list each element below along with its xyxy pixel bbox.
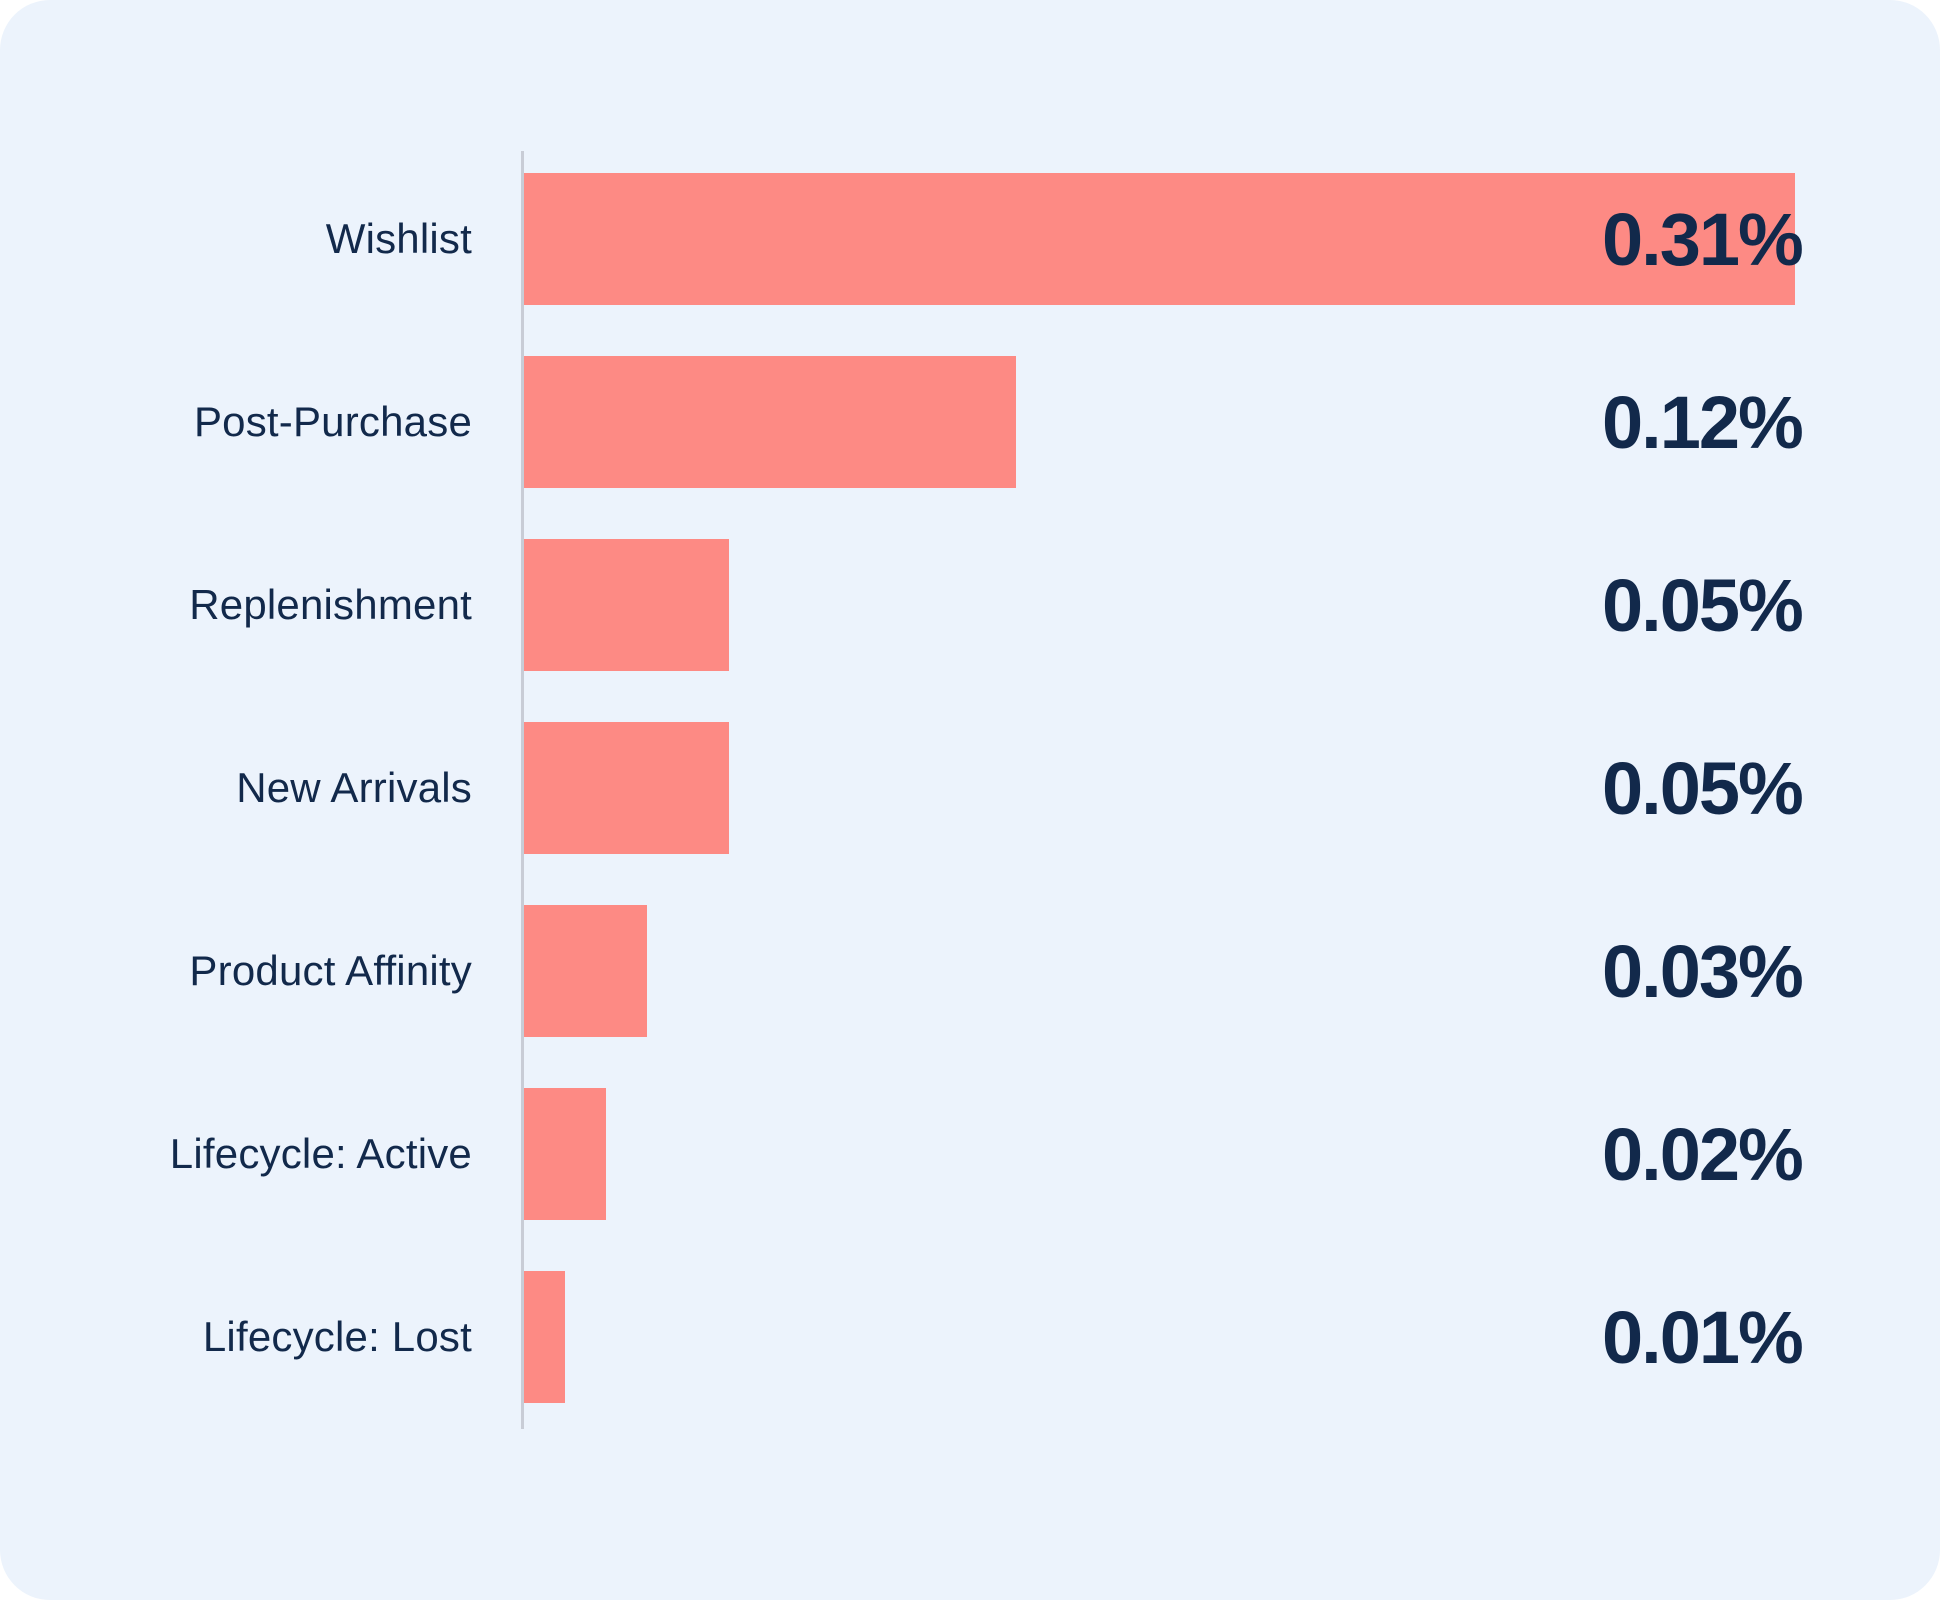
- bar-row: New Arrivals 0.05%: [0, 722, 1940, 854]
- bar: [524, 905, 647, 1037]
- bar-row: Product Affinity 0.03%: [0, 905, 1940, 1037]
- y-axis-line: [521, 151, 524, 1429]
- value-label: 0.01%: [1602, 1295, 1804, 1379]
- bar: [524, 539, 729, 671]
- bar: [524, 1271, 565, 1403]
- bar-rows: Wishlist 0.31% Post-Purchase 0.12% Reple…: [0, 173, 1940, 1403]
- bar-row: Lifecycle: Active 0.02%: [0, 1088, 1940, 1220]
- bar: [524, 173, 1795, 305]
- value-label: 0.05%: [1602, 746, 1804, 830]
- category-label: Lifecycle: Lost: [202, 1313, 472, 1360]
- bar: [524, 1088, 606, 1220]
- value-label: 0.31%: [1602, 197, 1804, 281]
- value-label: 0.02%: [1602, 1112, 1804, 1196]
- bar-row: Lifecycle: Lost 0.01%: [0, 1271, 1940, 1403]
- category-label: New Arrivals: [236, 764, 472, 811]
- bar: [524, 356, 1016, 488]
- value-label: 0.05%: [1602, 563, 1804, 647]
- value-label: 0.12%: [1602, 380, 1804, 464]
- category-label: Product Affinity: [189, 947, 472, 994]
- bar: [524, 722, 729, 854]
- category-label: Lifecycle: Active: [169, 1130, 472, 1177]
- value-label: 0.03%: [1602, 929, 1804, 1013]
- category-label: Post-Purchase: [193, 398, 472, 445]
- bar-row: Post-Purchase 0.12%: [0, 356, 1940, 488]
- category-label: Replenishment: [189, 581, 472, 628]
- category-label: Wishlist: [325, 215, 472, 262]
- bar-row: Wishlist 0.31%: [0, 173, 1940, 305]
- bar-row: Replenishment 0.05%: [0, 539, 1940, 671]
